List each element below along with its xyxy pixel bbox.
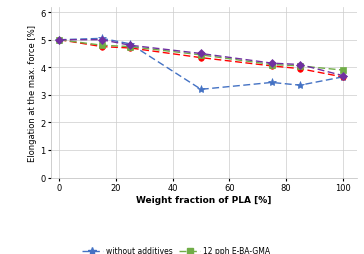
Legend: without additives, 6 pph E-BA-GMA, 12 pph E-BA-GMA, 12 pph E-BA-GMA + 2 pph CESA: without additives, 6 pph E-BA-GMA, 12 pp… [82,246,326,254]
X-axis label: Weight fraction of PLA [%]: Weight fraction of PLA [%] [136,195,272,204]
Y-axis label: Elongation at the max. force [%]: Elongation at the max. force [%] [28,24,37,161]
